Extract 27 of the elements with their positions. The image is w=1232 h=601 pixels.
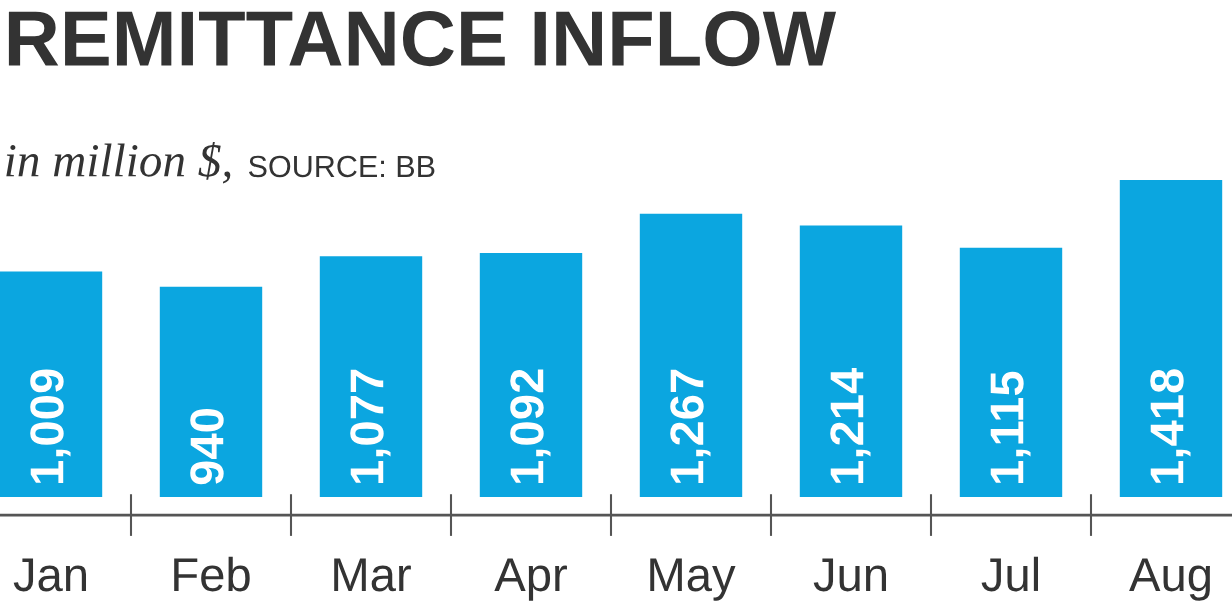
x-tick-label: Jan	[13, 558, 87, 592]
data-label: 1,092	[510, 369, 551, 483]
source-note: SOURCE: BB	[248, 155, 435, 178]
chart-title: REMITTANCE INFLOW	[8, 11, 837, 67]
bar	[479, 252, 583, 497]
data-label: 1,418	[1150, 369, 1191, 483]
data-label: 1,077	[350, 369, 391, 483]
x-tick-label: Jun	[813, 558, 887, 592]
bar	[319, 256, 423, 497]
bar	[959, 247, 1063, 497]
x-tick-label: Feb	[174, 556, 250, 592]
x-tick-label: Mar	[334, 558, 411, 592]
bar	[159, 286, 263, 497]
bar	[0, 271, 103, 497]
data-label: 1,214	[830, 367, 871, 483]
x-tick-label: Aug	[1129, 558, 1210, 601]
chart-subtitle: in million $,	[6, 142, 231, 184]
data-label: 1,115	[990, 371, 1031, 483]
data-label: 940	[190, 409, 224, 485]
data-label: 1,267	[670, 369, 711, 483]
bar	[639, 213, 743, 497]
bar	[1119, 180, 1223, 497]
bar	[799, 225, 903, 497]
x-tick-label: Apr	[494, 558, 567, 601]
x-tick-label: May	[650, 558, 736, 601]
x-tick-label: Jul	[981, 556, 1039, 592]
data-label: 1,009	[30, 369, 71, 483]
